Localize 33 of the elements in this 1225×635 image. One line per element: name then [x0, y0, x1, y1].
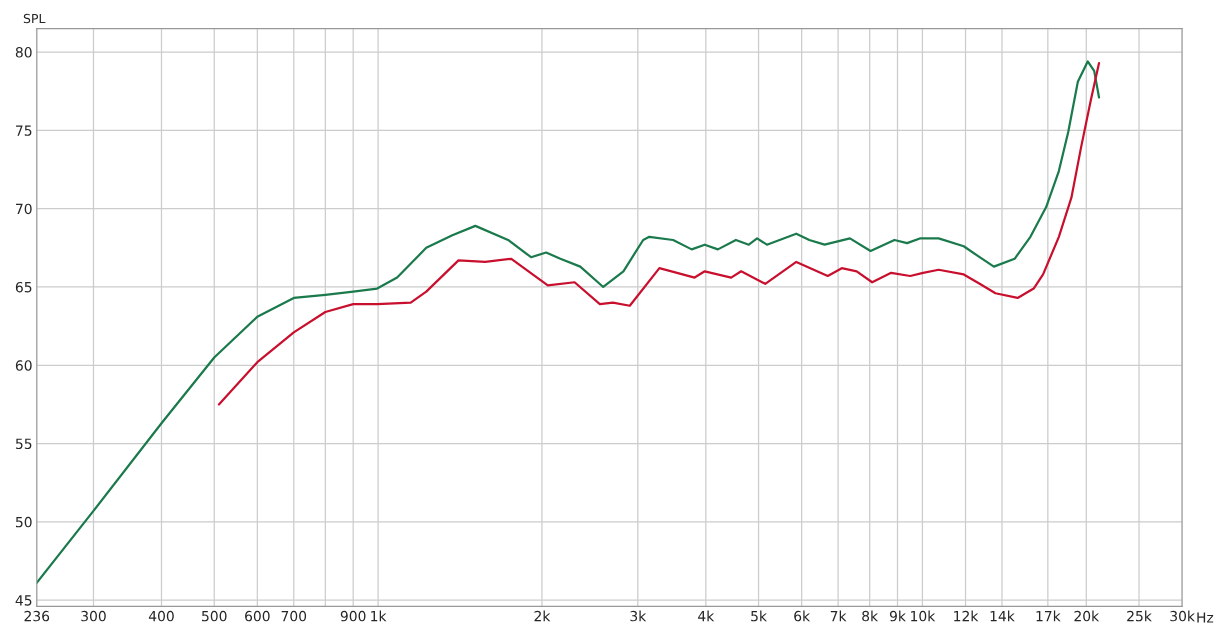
x-tick-label: 30k: [1170, 610, 1195, 622]
x-tick-label: 700: [281, 610, 307, 622]
x-tick-label: 7k: [830, 610, 847, 622]
x-tick-label: 5k: [751, 610, 767, 622]
y-tick-label: 50: [15, 516, 32, 528]
x-tick-label: 4k: [698, 610, 715, 622]
y-tick-label: 70: [16, 203, 32, 215]
y-tick-label: 75: [16, 125, 32, 136]
y-tick-label: 45: [15, 595, 32, 606]
x-tick-label: 14k: [990, 610, 1015, 622]
y-tick-label: 65: [15, 281, 32, 293]
x-tick-label: 300: [81, 610, 106, 622]
x-tick-label: 9k: [889, 610, 906, 622]
x-tick-label: 10k: [911, 610, 936, 622]
x-tick-label: 8k: [862, 610, 879, 622]
x-tick-label: 25k: [1127, 610, 1152, 622]
x-tick-label: 1k: [371, 610, 387, 622]
x-tick-label: 600: [245, 610, 270, 622]
x-tick-label: 6k: [794, 610, 811, 622]
y-tick-label: 55: [15, 438, 32, 450]
y-tick-label: 60: [15, 360, 32, 371]
x-tick-label: 236: [24, 610, 50, 622]
x-tick-label: 17k: [1036, 610, 1061, 622]
x-tick-label: 2k: [534, 610, 551, 622]
x-tick-label: 20k: [1074, 610, 1100, 622]
x-tick-label: 900: [340, 610, 366, 622]
x-tick-label: 500: [202, 610, 227, 622]
y-axis-title: SPL: [23, 13, 46, 24]
y-tick-label: 80: [15, 47, 32, 58]
x-axis-title: Hz: [1197, 612, 1214, 623]
x-tick-label: 3k: [630, 610, 647, 622]
x-tick-label: 12k: [954, 610, 979, 622]
x-tick-label: 400: [148, 610, 174, 622]
